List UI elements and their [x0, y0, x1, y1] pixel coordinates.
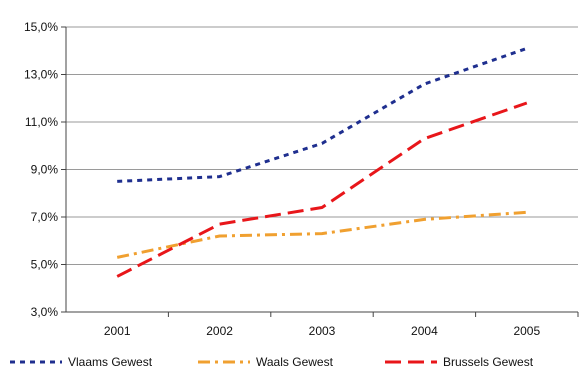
legend-label: Brussels Gewest: [443, 355, 534, 369]
y-axis-ticks: 3,0% 5,0% 7,0% 9,0% 11,0% 13,0% 15,0%: [24, 20, 66, 319]
gridlines: [66, 26, 578, 265]
y-tick-label: 3,0%: [31, 305, 59, 319]
x-tick-label: 2005: [513, 324, 540, 338]
series-line-waals-gewest: [116, 210, 527, 259]
legend-label: Vlaams Gewest: [68, 355, 153, 369]
y-tick-label: 9,0%: [31, 163, 59, 177]
y-tick-label: 7,0%: [31, 210, 59, 224]
x-tick-label: 2003: [309, 324, 336, 338]
y-tick-label: 5,0%: [31, 258, 59, 272]
x-axis: 2001 2002 2003 2004 2005: [65, 27, 579, 338]
legend-label: Waals Gewest: [256, 355, 334, 369]
x-tick-label: 2004: [411, 324, 438, 338]
y-tick-label: 13,0%: [24, 68, 58, 82]
x-tick-label: 2002: [206, 324, 233, 338]
y-tick-label: 15,0%: [24, 20, 58, 34]
y-tick-label: 11,0%: [25, 115, 58, 129]
series-line-vlaams-gewest: [117, 46, 528, 183]
legend: Vlaams Gewest Waals Gewest Brussels Gewest: [10, 355, 534, 369]
series-line-brussels-gewest: [116, 101, 528, 278]
x-tick-label: 2001: [104, 324, 131, 338]
series-lines: [116, 46, 528, 278]
